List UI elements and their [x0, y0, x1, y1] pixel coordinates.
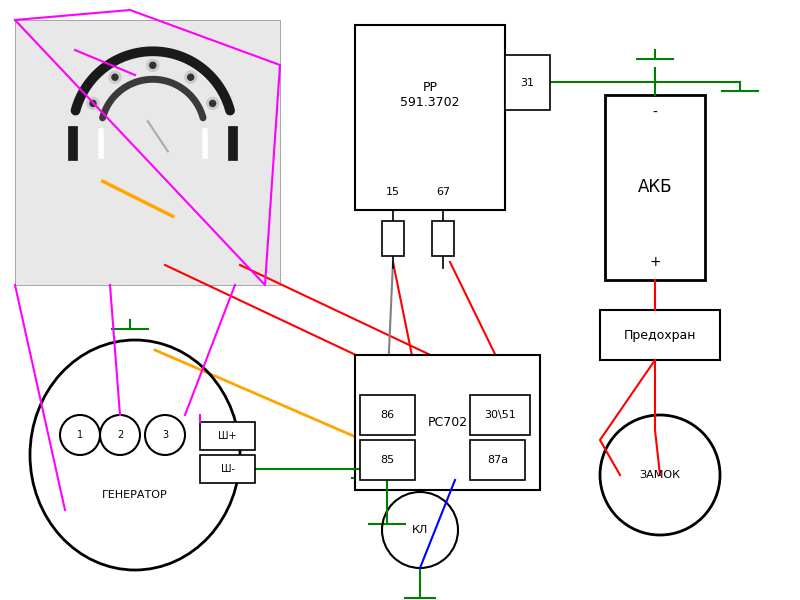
Text: Ш+: Ш+ — [218, 431, 237, 441]
Text: 67: 67 — [436, 187, 450, 197]
Circle shape — [206, 97, 218, 109]
Bar — [605, 95, 705, 280]
Text: КЛ: КЛ — [412, 525, 428, 535]
Text: АКБ: АКБ — [638, 179, 672, 196]
Text: 3: 3 — [162, 430, 168, 440]
Text: 31: 31 — [521, 77, 534, 88]
Circle shape — [112, 74, 118, 80]
Bar — [355, 25, 505, 210]
Text: ГЕНЕРАТОР: ГЕНЕРАТОР — [102, 490, 168, 500]
Text: 30\51: 30\51 — [484, 410, 516, 420]
Circle shape — [87, 97, 99, 109]
Bar — [505, 55, 550, 110]
Bar — [382, 220, 404, 256]
Bar — [200, 455, 255, 483]
Bar — [432, 220, 454, 256]
Circle shape — [147, 59, 158, 71]
Text: 85: 85 — [381, 455, 394, 465]
Text: 2: 2 — [117, 430, 123, 440]
Bar — [360, 440, 415, 480]
Text: 15: 15 — [386, 187, 400, 197]
Circle shape — [188, 74, 194, 80]
Bar — [355, 355, 540, 490]
Bar — [600, 310, 720, 360]
Text: Ш-: Ш- — [221, 464, 234, 474]
Bar — [360, 395, 415, 435]
Bar — [470, 395, 530, 435]
Circle shape — [210, 100, 216, 106]
Text: РС702: РС702 — [427, 416, 467, 429]
Text: ЗАМОК: ЗАМОК — [639, 470, 681, 480]
Text: 1: 1 — [77, 430, 83, 440]
Circle shape — [90, 100, 96, 106]
Bar — [470, 440, 525, 480]
Text: -: - — [653, 106, 658, 120]
Text: 86: 86 — [381, 410, 394, 420]
Text: 87а: 87а — [487, 455, 508, 465]
Bar — [200, 422, 255, 450]
Circle shape — [150, 62, 156, 68]
Circle shape — [185, 71, 197, 83]
Text: Предохран: Предохран — [624, 329, 696, 341]
Text: РР
591.3702: РР 591.3702 — [400, 81, 460, 109]
Text: +: + — [649, 255, 661, 269]
Bar — [15, 20, 280, 285]
Circle shape — [109, 71, 121, 83]
